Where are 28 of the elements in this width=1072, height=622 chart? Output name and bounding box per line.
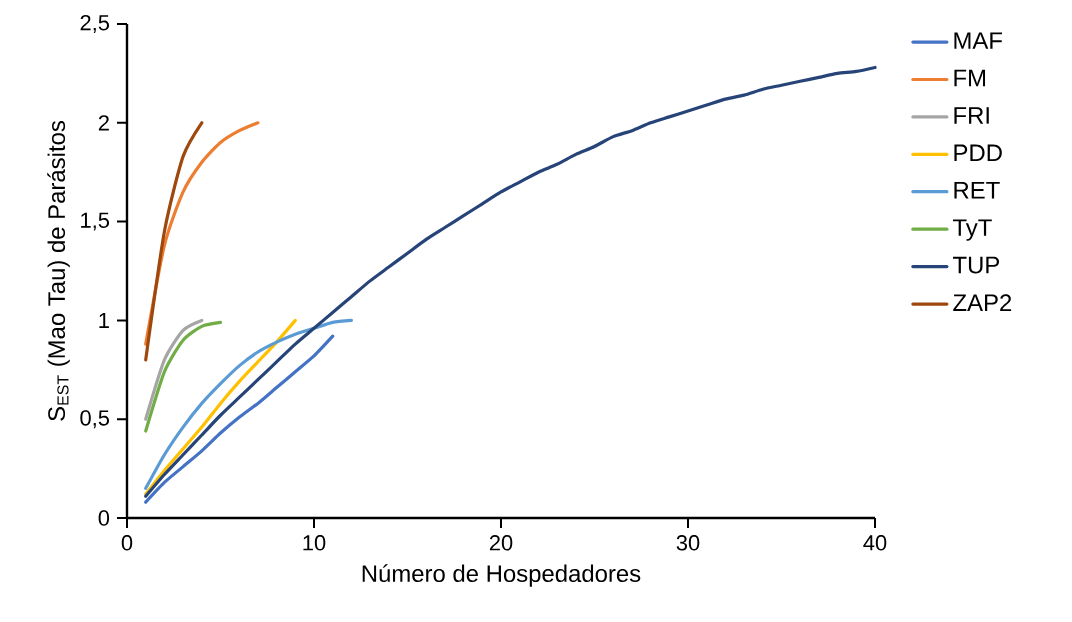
y-tick-label: 1,5	[81, 212, 110, 231]
legend-label: MAF	[954, 32, 1002, 49]
legend-label: FM	[954, 69, 986, 87]
legend-label: PDD	[954, 144, 1002, 162]
x-tick-label: 20	[489, 535, 513, 551]
y-tick-label: 0	[98, 510, 110, 526]
line-series	[144, 65, 877, 498]
y-tick-label: 0,5	[80, 410, 110, 429]
x-tick-label: 40	[863, 535, 887, 551]
legend-label: ZAP2	[953, 294, 1012, 311]
legend-label: TUP	[953, 256, 1000, 274]
line-series	[144, 121, 204, 362]
y-tick-label: 2	[98, 115, 109, 131]
line-series	[144, 318, 297, 496]
legend-label: RET	[954, 182, 1000, 199]
y-tick-label: 1	[99, 312, 109, 328]
line-series	[144, 318, 204, 421]
line-series	[144, 318, 353, 490]
x-tick-label: 0	[121, 535, 133, 551]
y-tick-label: 2,5	[80, 14, 110, 34]
x-tick-label: 30	[676, 535, 700, 551]
line-series	[144, 320, 223, 433]
line-series	[144, 334, 335, 504]
legend-label: FRI	[954, 107, 989, 124]
legend-label: TyT	[953, 219, 992, 241]
y-axis-title: S$_{EST}$ (Mao Tau) de Parásitos	[47, 121, 70, 421]
x-tick-label: 10	[303, 535, 326, 551]
x-axis-title: Número de Hospedadores	[362, 564, 641, 587]
